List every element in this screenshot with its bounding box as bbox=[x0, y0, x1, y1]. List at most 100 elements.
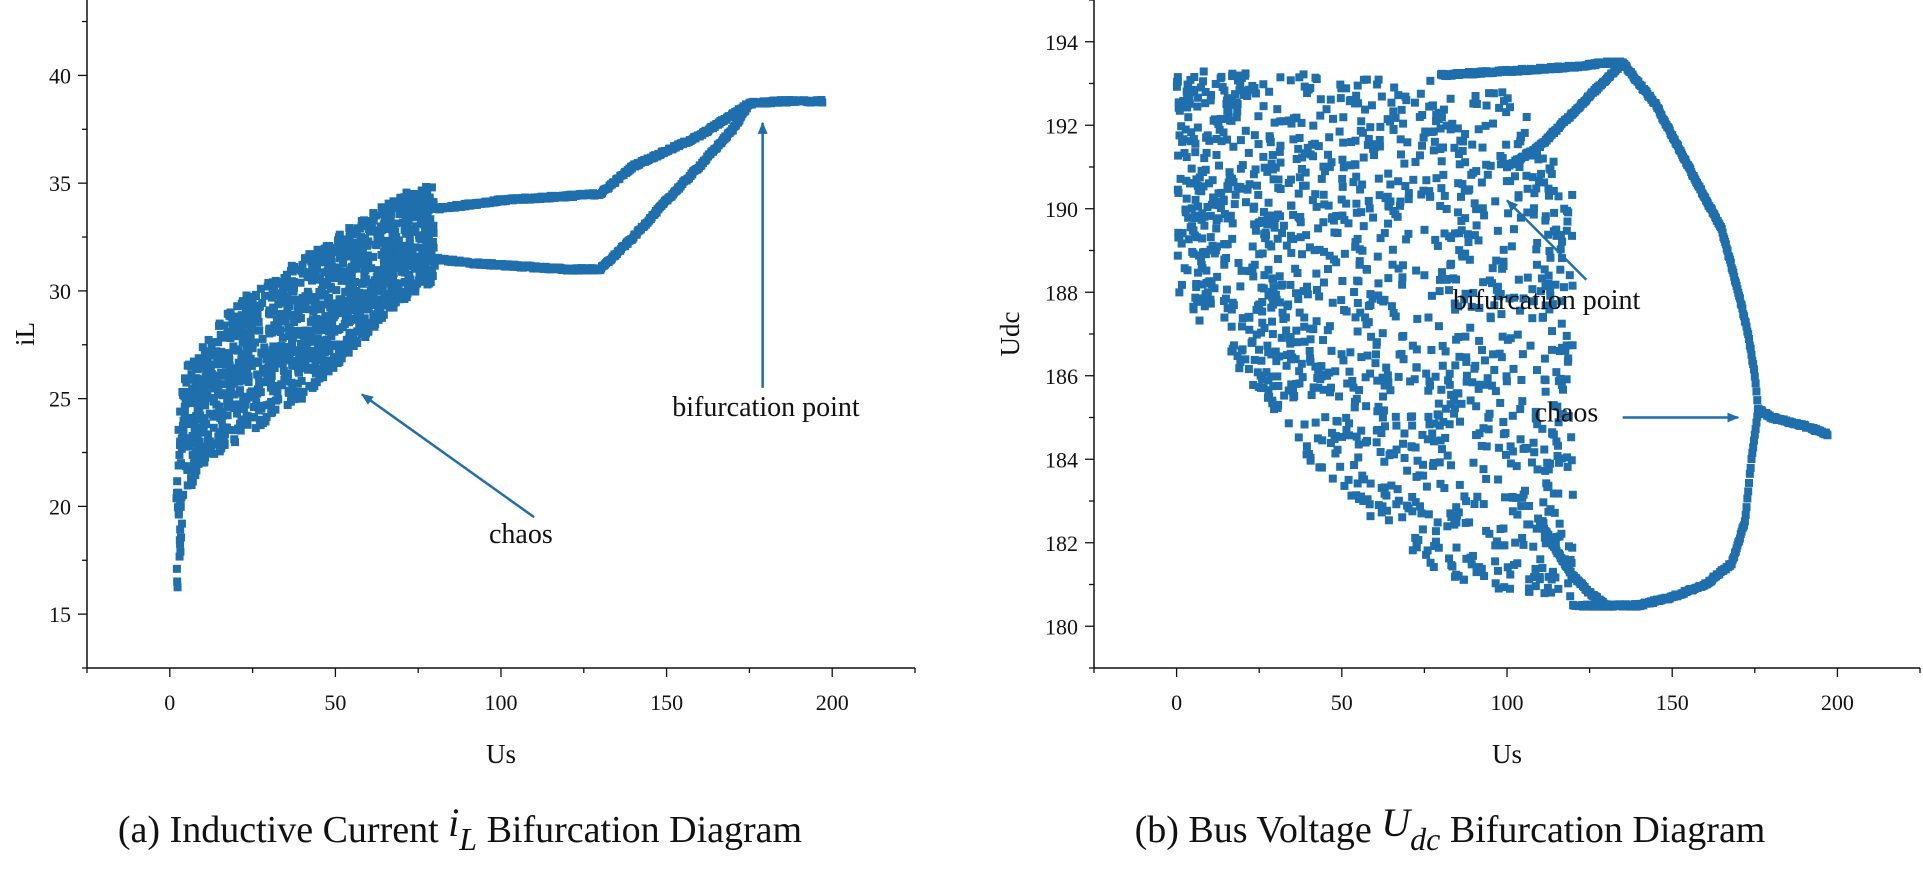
data-point bbox=[238, 338, 247, 347]
data-point bbox=[1376, 234, 1385, 243]
data-point bbox=[1502, 450, 1511, 459]
data-point bbox=[1509, 364, 1518, 373]
data-point bbox=[1373, 252, 1382, 261]
data-point bbox=[1452, 389, 1461, 398]
data-point bbox=[1554, 584, 1563, 593]
data-point bbox=[1228, 298, 1237, 307]
data-point bbox=[1471, 92, 1480, 101]
data-point bbox=[1508, 492, 1517, 501]
data-point bbox=[276, 326, 285, 335]
data-point bbox=[1532, 245, 1541, 254]
data-point bbox=[1203, 288, 1212, 297]
data-point bbox=[396, 193, 405, 202]
data-point bbox=[338, 323, 347, 332]
data-point bbox=[1251, 165, 1260, 174]
data-point bbox=[350, 259, 359, 268]
data-point bbox=[402, 188, 411, 197]
data-point bbox=[240, 329, 249, 338]
data-point bbox=[225, 392, 234, 401]
data-point bbox=[1523, 444, 1532, 453]
data-point bbox=[330, 268, 339, 277]
data-point bbox=[1319, 218, 1328, 227]
data-point bbox=[1274, 210, 1283, 219]
data-point bbox=[198, 386, 207, 395]
data-point bbox=[1363, 495, 1372, 504]
x-axis-label: Us bbox=[1492, 739, 1522, 769]
data-point bbox=[1483, 170, 1492, 179]
data-point bbox=[1478, 204, 1487, 213]
data-point bbox=[279, 282, 288, 291]
data-point bbox=[214, 338, 223, 347]
data-point bbox=[1336, 94, 1345, 103]
data-point bbox=[1257, 216, 1266, 225]
data-point bbox=[377, 250, 386, 259]
data-point bbox=[1544, 191, 1553, 200]
data-point bbox=[1361, 105, 1370, 114]
data-point bbox=[247, 388, 256, 397]
data-point bbox=[208, 338, 217, 347]
data-point bbox=[1223, 114, 1232, 123]
data-point bbox=[1415, 151, 1424, 160]
data-point bbox=[1530, 189, 1539, 198]
data-point bbox=[235, 386, 244, 395]
data-point bbox=[353, 327, 362, 336]
data-point bbox=[1270, 223, 1279, 232]
data-point bbox=[1328, 474, 1337, 483]
data-point bbox=[402, 248, 411, 257]
data-point bbox=[1523, 208, 1532, 217]
data-point bbox=[1419, 460, 1428, 469]
data-point bbox=[1558, 385, 1567, 394]
data-point bbox=[1528, 285, 1537, 294]
data-point bbox=[287, 339, 296, 348]
data-point bbox=[342, 305, 351, 314]
data-point bbox=[1446, 400, 1455, 409]
data-point bbox=[181, 434, 190, 443]
data-point bbox=[1389, 308, 1398, 317]
data-point bbox=[1200, 154, 1209, 163]
data-point bbox=[1541, 301, 1550, 310]
data-point bbox=[1258, 249, 1267, 258]
figure-caption: (a) Inductive Current iL Bifurcation Dia… bbox=[118, 800, 802, 857]
data-point bbox=[1398, 280, 1407, 289]
data-point bbox=[405, 274, 414, 283]
data-point bbox=[1323, 371, 1332, 380]
data-point bbox=[1345, 419, 1354, 428]
data-point bbox=[1373, 80, 1382, 89]
data-point bbox=[1735, 534, 1744, 543]
data-point bbox=[1206, 299, 1215, 308]
data-point bbox=[1192, 233, 1201, 242]
data-point bbox=[287, 277, 296, 286]
data-point bbox=[339, 259, 348, 268]
data-point bbox=[324, 263, 333, 272]
data-point bbox=[1529, 438, 1538, 447]
data-point bbox=[1550, 208, 1559, 217]
data-point bbox=[1468, 378, 1477, 387]
x-tick-label: 200 bbox=[1821, 690, 1854, 715]
data-point bbox=[205, 409, 214, 418]
data-point bbox=[202, 366, 211, 375]
data-point bbox=[1419, 186, 1428, 195]
data-point bbox=[384, 270, 393, 279]
data-point bbox=[1508, 447, 1517, 456]
data-point bbox=[1437, 157, 1446, 166]
data-point bbox=[1196, 294, 1205, 303]
data-point bbox=[1456, 417, 1465, 426]
data-point bbox=[1383, 371, 1392, 380]
data-point bbox=[1399, 355, 1408, 364]
data-point bbox=[1451, 361, 1460, 370]
data-point bbox=[1281, 313, 1290, 322]
data-point bbox=[1222, 285, 1231, 294]
data-point bbox=[417, 219, 426, 228]
data-point bbox=[1416, 89, 1425, 98]
data-point bbox=[1420, 225, 1429, 234]
data-point bbox=[1275, 147, 1284, 156]
data-point bbox=[1172, 82, 1181, 91]
data-point bbox=[1470, 199, 1479, 208]
data-point bbox=[1335, 127, 1344, 136]
data-point bbox=[1502, 140, 1511, 149]
data-point bbox=[1220, 210, 1229, 219]
data-point bbox=[1745, 469, 1754, 478]
data-point bbox=[1348, 377, 1357, 386]
data-point bbox=[1263, 341, 1272, 350]
data-point bbox=[1319, 162, 1328, 171]
